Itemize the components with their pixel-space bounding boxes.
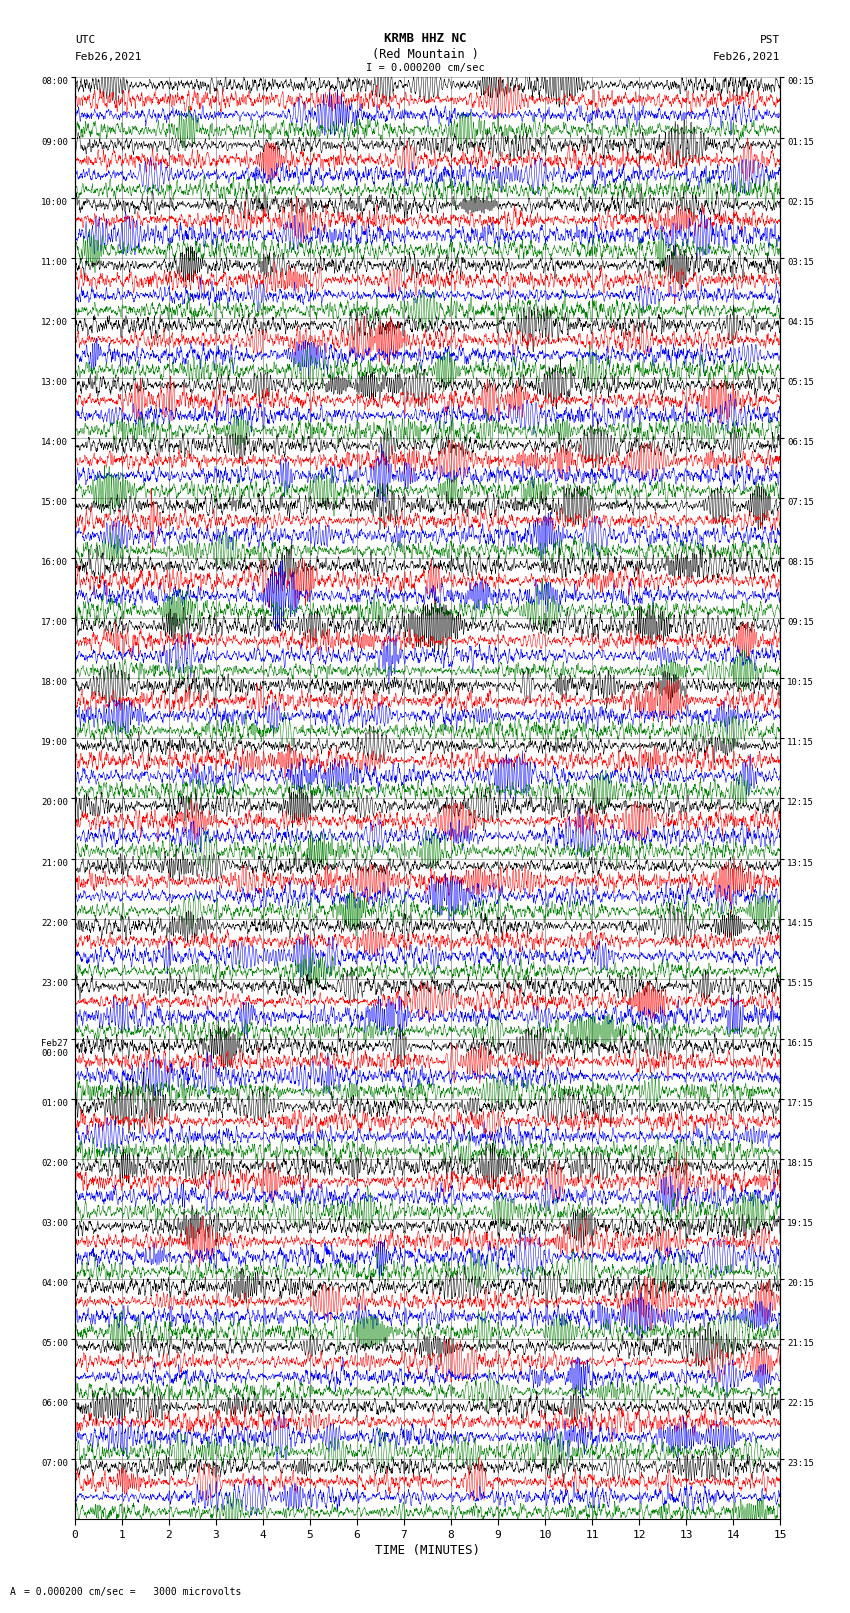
- Text: I = 0.000200 cm/sec: I = 0.000200 cm/sec: [366, 63, 484, 73]
- Text: UTC: UTC: [75, 35, 95, 45]
- Text: Feb26,2021: Feb26,2021: [713, 52, 780, 61]
- Text: Feb26,2021: Feb26,2021: [75, 52, 142, 61]
- Text: A: A: [10, 1587, 16, 1597]
- Text: PST: PST: [760, 35, 780, 45]
- X-axis label: TIME (MINUTES): TIME (MINUTES): [375, 1544, 480, 1557]
- Text: (Red Mountain ): (Red Mountain ): [371, 48, 479, 61]
- Text: KRMB HHZ NC: KRMB HHZ NC: [383, 32, 467, 45]
- Text: = 0.000200 cm/sec =   3000 microvolts: = 0.000200 cm/sec = 3000 microvolts: [24, 1587, 241, 1597]
